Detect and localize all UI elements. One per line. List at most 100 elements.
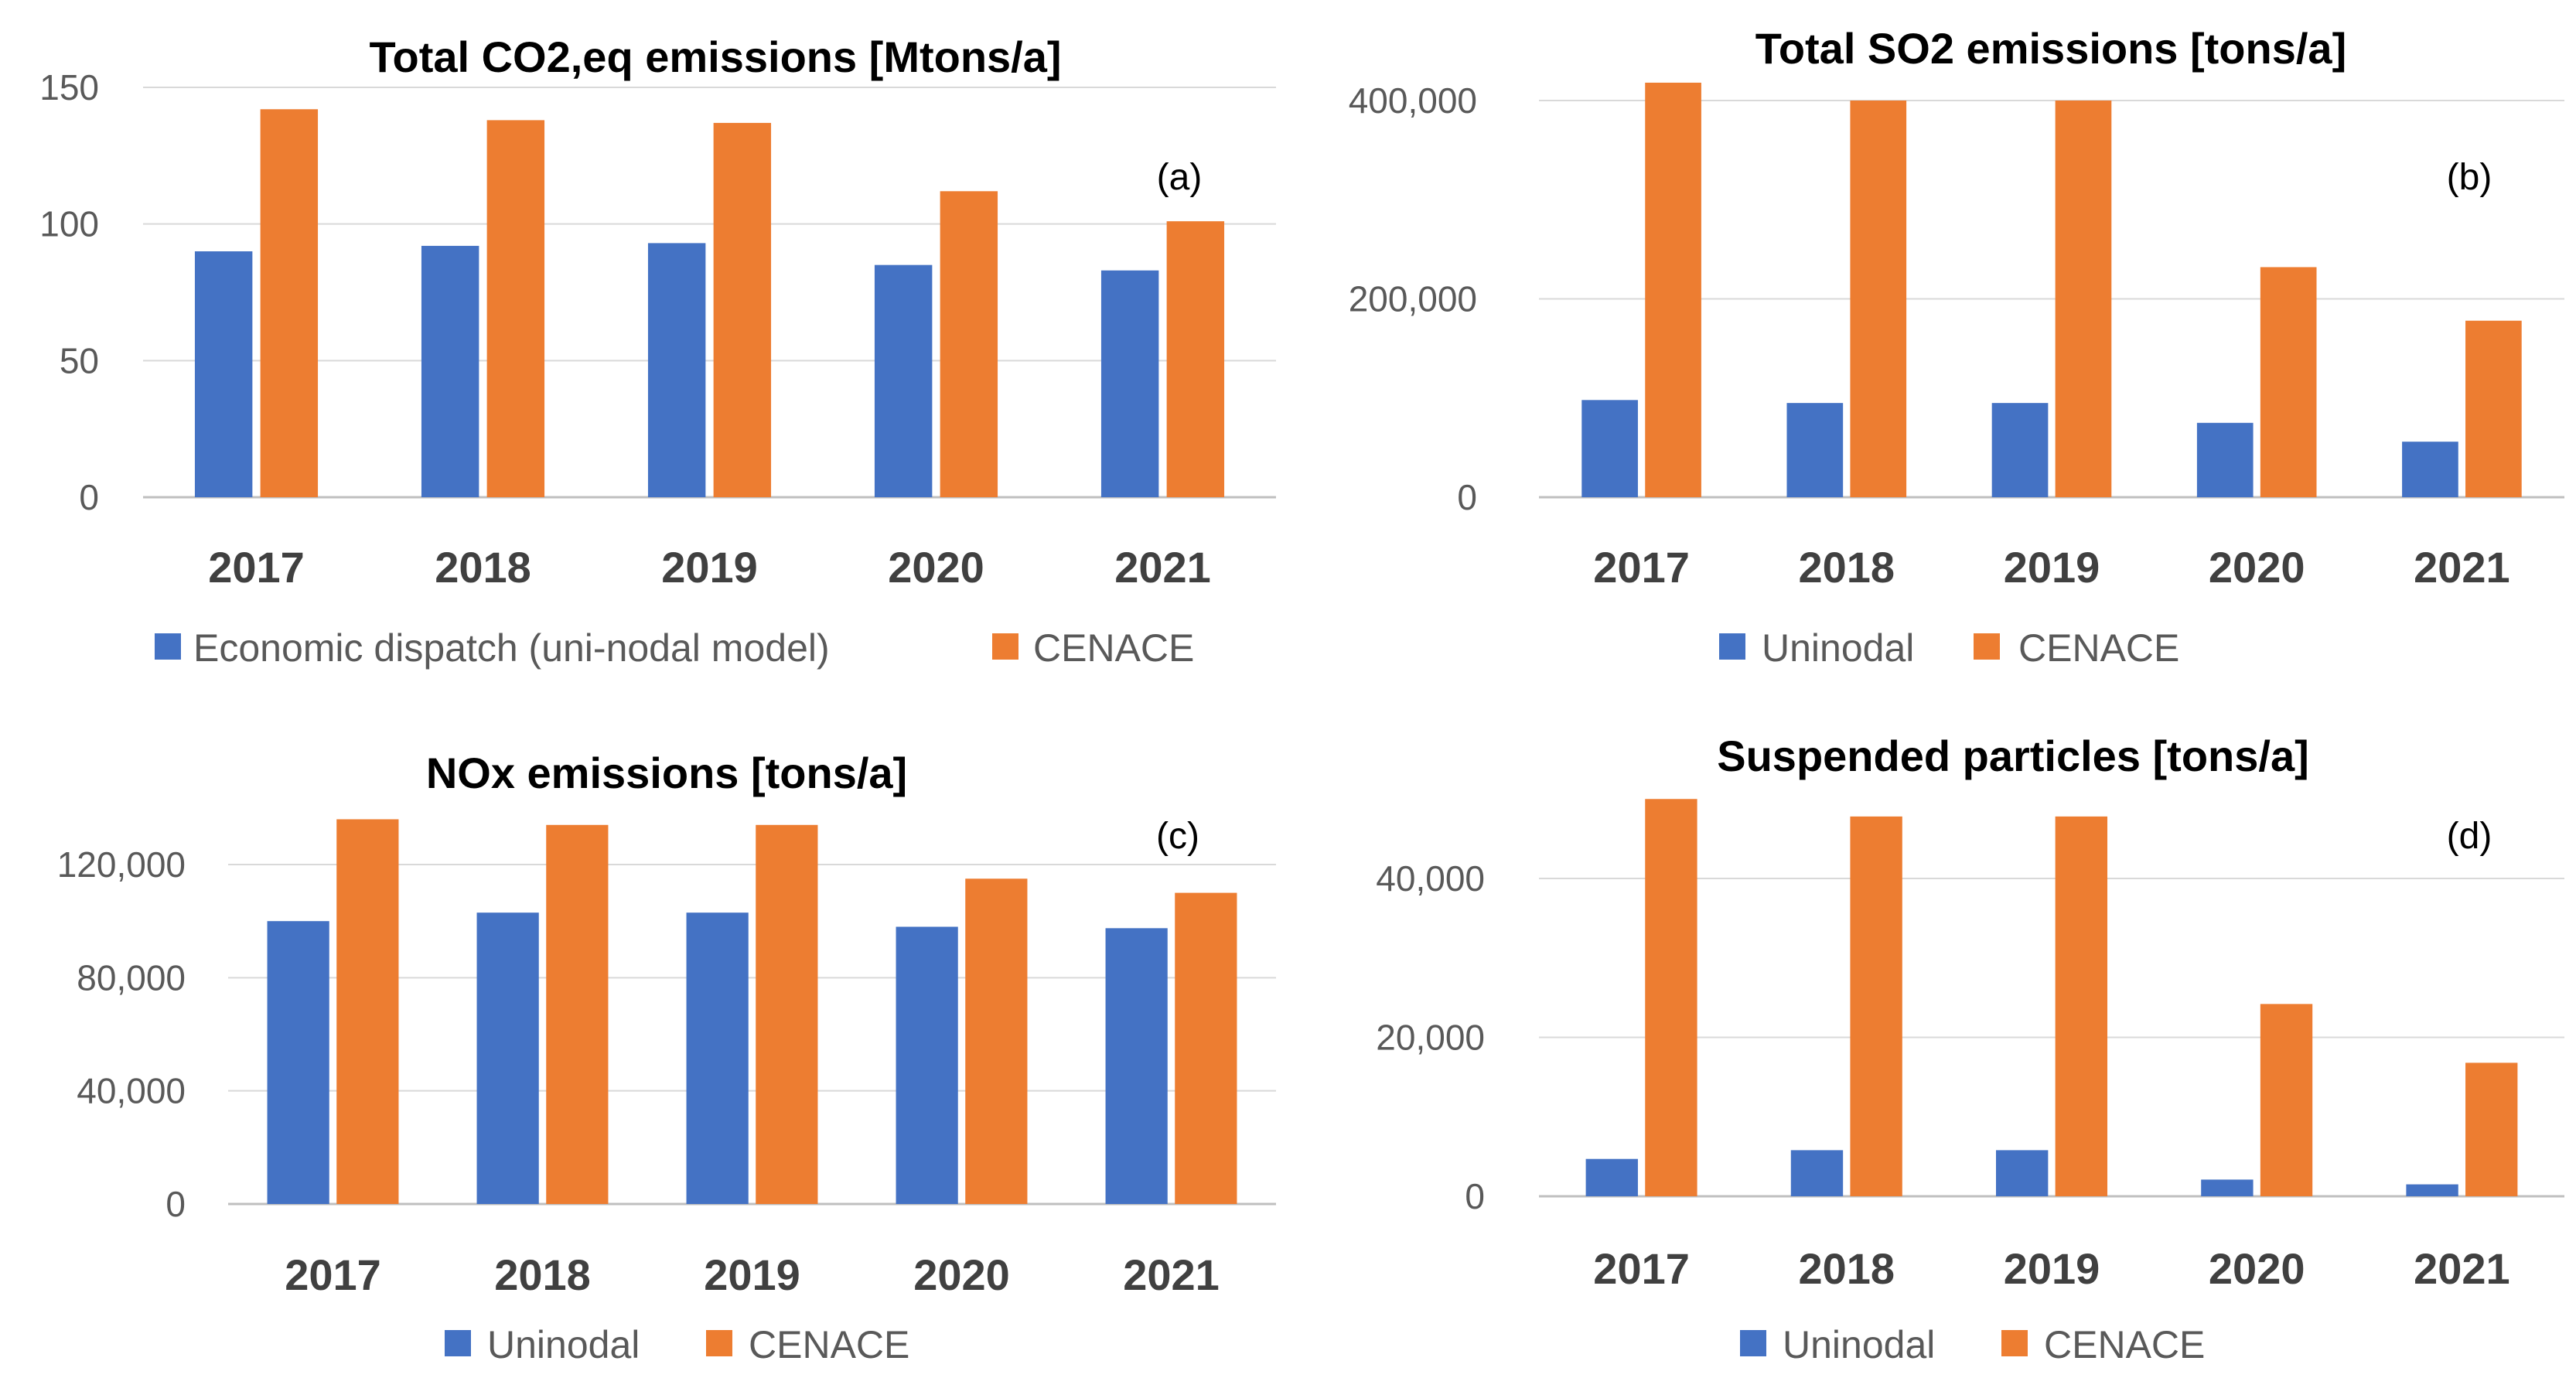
bar-series-b (756, 824, 818, 1204)
x-tick-label: 2017 (1593, 1244, 1690, 1293)
x-tick-label: 2021 (1114, 543, 1211, 592)
bar-series-b (1166, 221, 1225, 497)
bar-series-a (2406, 1184, 2458, 1196)
y-tick-label: 0 (79, 477, 99, 517)
y-tick-label: 50 (60, 340, 99, 380)
bar-series-a (1105, 928, 1168, 1204)
bar-series-b (1645, 82, 1701, 498)
legend-swatch (445, 1330, 471, 1356)
chart-title: Total SO2 emissions [tons/a] (1755, 24, 2346, 73)
legend-label: CENACE (1033, 626, 1194, 670)
x-tick-label: 2020 (913, 1250, 1010, 1299)
x-tick-label: 2018 (1799, 1244, 1895, 1293)
x-tick-label: 2020 (2209, 1244, 2305, 1293)
bar-series-a (647, 243, 706, 497)
y-tick-label: 0 (165, 1184, 186, 1224)
legend-label: CENACE (749, 1323, 909, 1366)
bar-series-a (267, 921, 329, 1204)
x-tick-label: 2018 (435, 543, 531, 592)
x-tick-label: 2019 (661, 543, 758, 592)
bar-series-b (260, 109, 319, 497)
bar-series-a (2402, 442, 2458, 497)
chart-1: 0 50 100 150 2017 2018 2019 2020 2021 Total CO2,e… (39, 32, 1276, 670)
bar-series-a (421, 245, 479, 497)
bar-series-b (336, 819, 399, 1204)
x-tick-label: 2017 (208, 543, 305, 592)
bar-series-a (1786, 403, 1844, 497)
bar-series-b (1850, 101, 1907, 497)
bar-series-b (1645, 799, 1697, 1196)
bar-series-a (476, 912, 539, 1204)
chart-title: NOx emissions [tons/a] (426, 749, 907, 797)
legend-swatch (1719, 633, 1745, 660)
y-tick-label: 200,000 (1349, 279, 1477, 319)
bar-series-b (1175, 892, 1237, 1204)
panel-label: (a) (1157, 157, 1203, 198)
y-tick-label: 120,000 (57, 844, 186, 885)
y-tick-label: 40,000 (77, 1071, 186, 1111)
bar-series-a (1100, 270, 1159, 497)
y-tick-label: 40,000 (1376, 858, 1485, 899)
x-tick-label: 2019 (704, 1250, 800, 1299)
bar-series-a (896, 926, 958, 1204)
legend-label: CENACE (2044, 1323, 2205, 1366)
bar-series-b (2055, 816, 2108, 1196)
bar-series-b (965, 878, 1028, 1204)
x-tick-label: 2018 (494, 1250, 591, 1299)
chart-title: Suspended particles [tons/a] (1717, 732, 2309, 780)
bar-series-b (546, 824, 609, 1204)
legend-swatch (2001, 1330, 2028, 1356)
y-tick-label: 150 (39, 67, 99, 107)
y-tick-label: 100 (39, 204, 99, 244)
legend-label: CENACE (2018, 626, 2179, 670)
panel-label: (c) (1156, 816, 1199, 857)
bar-series-b (2260, 1004, 2313, 1196)
chart-title: Total CO2,eq emissions [Mtons/a] (369, 32, 1061, 81)
x-tick-label: 2020 (888, 543, 984, 592)
bar-series-a (2201, 1179, 2254, 1196)
panel-label: (b) (2447, 157, 2492, 198)
legend-label: Economic dispatch (uni-nodal model) (193, 626, 830, 670)
x-tick-label: 2017 (1593, 543, 1690, 592)
y-tick-label: 80,000 (77, 957, 186, 998)
legend-label: Uninodal (1762, 626, 1914, 670)
bar-series-a (2196, 422, 2254, 497)
chart-2: 0 200,000 400,000 2017 2018 2019 2020 2021 Total… (1349, 24, 2564, 670)
bar-series-b (713, 122, 772, 497)
legend-label: Uninodal (487, 1323, 640, 1366)
y-tick-label: 0 (1457, 477, 1477, 517)
legend-swatch (706, 1330, 732, 1356)
y-tick-label: 20,000 (1376, 1018, 1485, 1058)
legend-swatch (992, 633, 1018, 660)
x-tick-label: 2021 (2414, 543, 2510, 592)
bar-series-a (1790, 1150, 1844, 1196)
bar-series-b (486, 120, 545, 497)
x-tick-label: 2021 (1123, 1250, 1220, 1299)
y-tick-label: 0 (1465, 1176, 1485, 1216)
bar-series-a (874, 264, 933, 497)
x-tick-label: 2021 (2414, 1244, 2510, 1293)
chart-3: 0 40,000 80,000 120,000 2017 2018 2019 2020 2021… (57, 749, 1276, 1366)
legend-swatch (1974, 633, 2000, 660)
bar-series-a (1995, 1150, 2049, 1196)
bar-series-a (686, 912, 749, 1204)
bar-series-a (1585, 1158, 1638, 1196)
bar-series-b (2055, 101, 2112, 497)
x-tick-label: 2020 (2209, 543, 2305, 592)
panel-label: (d) (2447, 816, 2492, 857)
x-tick-label: 2019 (2004, 1244, 2100, 1293)
x-tick-label: 2018 (1799, 543, 1895, 592)
legend-swatch (155, 633, 181, 660)
legend-swatch (1740, 1330, 1766, 1356)
bar-series-b (1850, 816, 1902, 1196)
bar-series-b (2260, 267, 2317, 497)
bar-series-a (1581, 400, 1638, 497)
bar-series-b (940, 191, 998, 497)
bar-series-a (194, 251, 253, 497)
bar-series-a (1991, 403, 2049, 497)
bar-series-b (2465, 320, 2522, 497)
y-tick-label: 400,000 (1349, 80, 1477, 121)
x-tick-label: 2017 (285, 1250, 381, 1299)
chart-4: 0 20,000 40,000 2017 2018 2019 2020 2021 Suspend… (1376, 732, 2564, 1366)
